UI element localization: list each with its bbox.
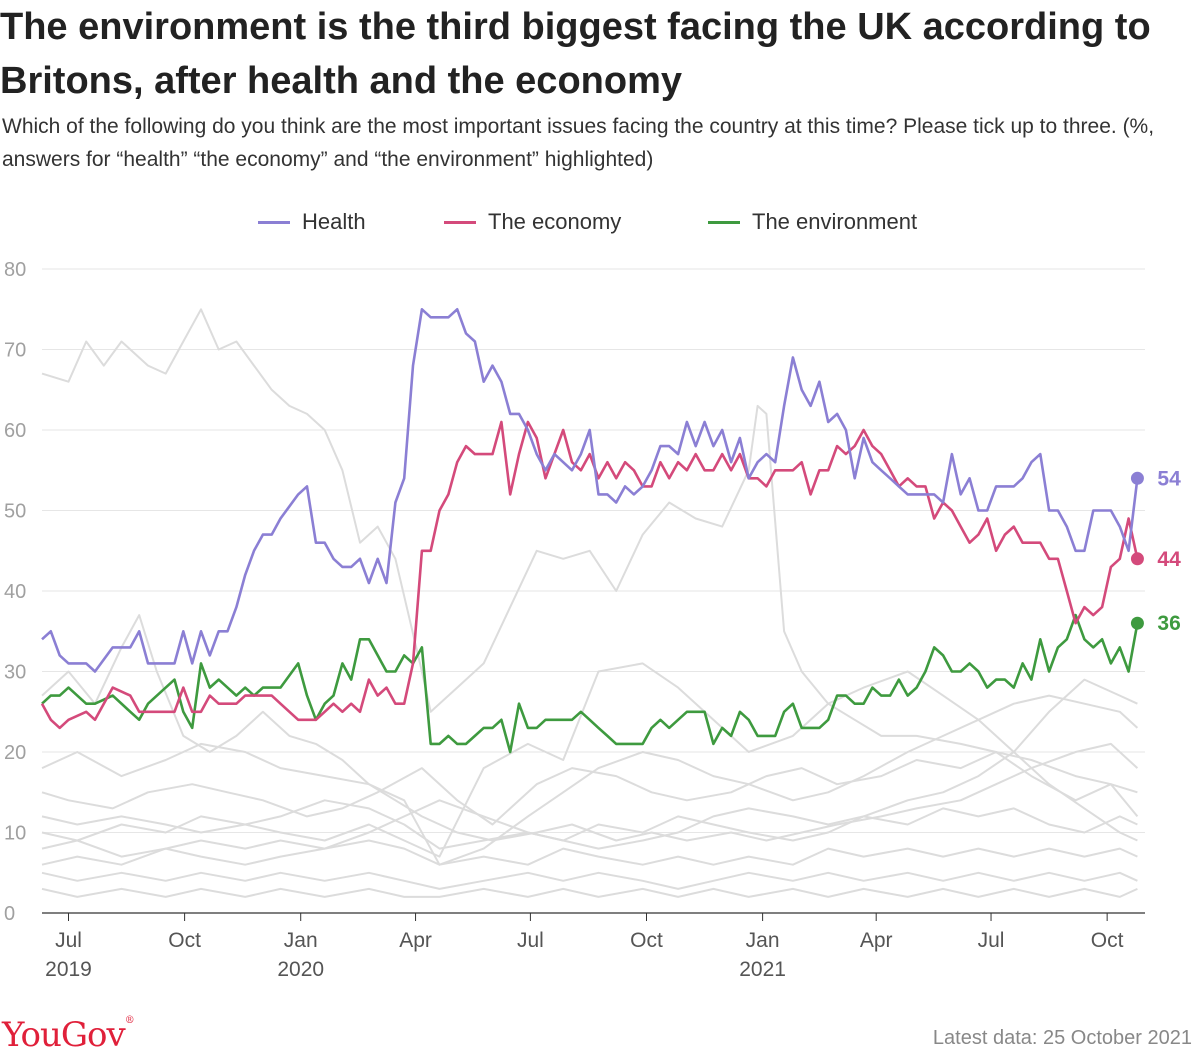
legend-label-economy: The economy	[488, 209, 622, 234]
yougov-logo: YouGov®	[2, 1015, 135, 1055]
legend-item-environment: The environment	[708, 205, 917, 239]
x-tick-year-label: 2019	[45, 958, 92, 981]
chart-subtitle: Which of the following do you think are …	[2, 115, 1155, 171]
x-tick-year-label: 2020	[277, 958, 324, 981]
x-tick-label: Apr	[860, 929, 893, 952]
legend-swatch-environment	[708, 220, 740, 224]
x-tick-label: Oct	[1091, 929, 1124, 952]
series-end-marker-1	[1130, 552, 1144, 566]
series-end-label-0: 54	[1157, 467, 1181, 490]
x-tick-label: Jul	[517, 929, 544, 952]
series-line-0	[41, 308, 1139, 673]
x-tick-label: Jan	[746, 929, 780, 952]
x-tick-label: Oct	[168, 929, 201, 952]
background-series-line	[41, 678, 1138, 866]
series-end-label-2: 36	[1157, 612, 1180, 635]
legend-label-environment: The environment	[752, 209, 918, 234]
series-line-2	[41, 613, 1139, 754]
x-tick-label: Jul	[55, 929, 82, 952]
background-series-line	[41, 308, 1138, 794]
background-series-line	[41, 614, 1139, 842]
series-line-1	[40, 420, 1139, 730]
y-tick-label: 50	[4, 501, 26, 523]
y-tick-label: 20	[4, 742, 26, 764]
x-tick-label: Jul	[978, 929, 1005, 952]
series-end-marker-0	[1130, 471, 1144, 485]
x-tick-label: Apr	[399, 929, 432, 952]
y-tick-label: 70	[4, 340, 26, 362]
background-series-line	[41, 871, 1138, 890]
legend-item-economy: The economy	[444, 205, 621, 239]
background-series-line	[41, 751, 1139, 826]
legend-label-health: Health	[302, 209, 366, 234]
background-series-line	[41, 799, 1138, 850]
latest-data-note: Latest data: 25 October 2021	[932, 1027, 1192, 1049]
chart-title: The environment is the third biggest fac…	[0, 6, 1151, 102]
logo-text: YouGov	[2, 1015, 126, 1055]
x-tick-label: Oct	[630, 929, 663, 952]
legend-item-health: Health	[258, 205, 366, 239]
y-tick-label: 30	[4, 662, 26, 684]
legend-swatch-health	[258, 220, 290, 224]
background-series-line	[41, 839, 1138, 866]
series-end-label-1: 44	[1157, 548, 1181, 571]
x-tick-label: Jan	[284, 929, 318, 952]
series-end-marker-2	[1130, 616, 1144, 630]
line-chart: 0 10 20 30 40 50 60 70 80 Jul 2019 Oct Jan 2020 Apr Jul…	[4, 259, 1181, 981]
chart-legend: Health The economy The environment	[0, 205, 1200, 239]
background-series-line	[41, 662, 1138, 858]
legend-swatch-economy	[444, 220, 476, 224]
background-series-line	[41, 887, 1138, 898]
y-tick-label: 0	[4, 903, 15, 925]
y-tick-label: 40	[4, 581, 26, 603]
logo-registered-mark: ®	[124, 1015, 135, 1026]
y-tick-label: 60	[4, 420, 26, 442]
y-tick-label: 80	[4, 259, 26, 281]
background-series-line	[41, 694, 1139, 866]
x-tick-year-label: 2021	[739, 958, 786, 981]
y-tick-label: 10	[4, 823, 26, 845]
